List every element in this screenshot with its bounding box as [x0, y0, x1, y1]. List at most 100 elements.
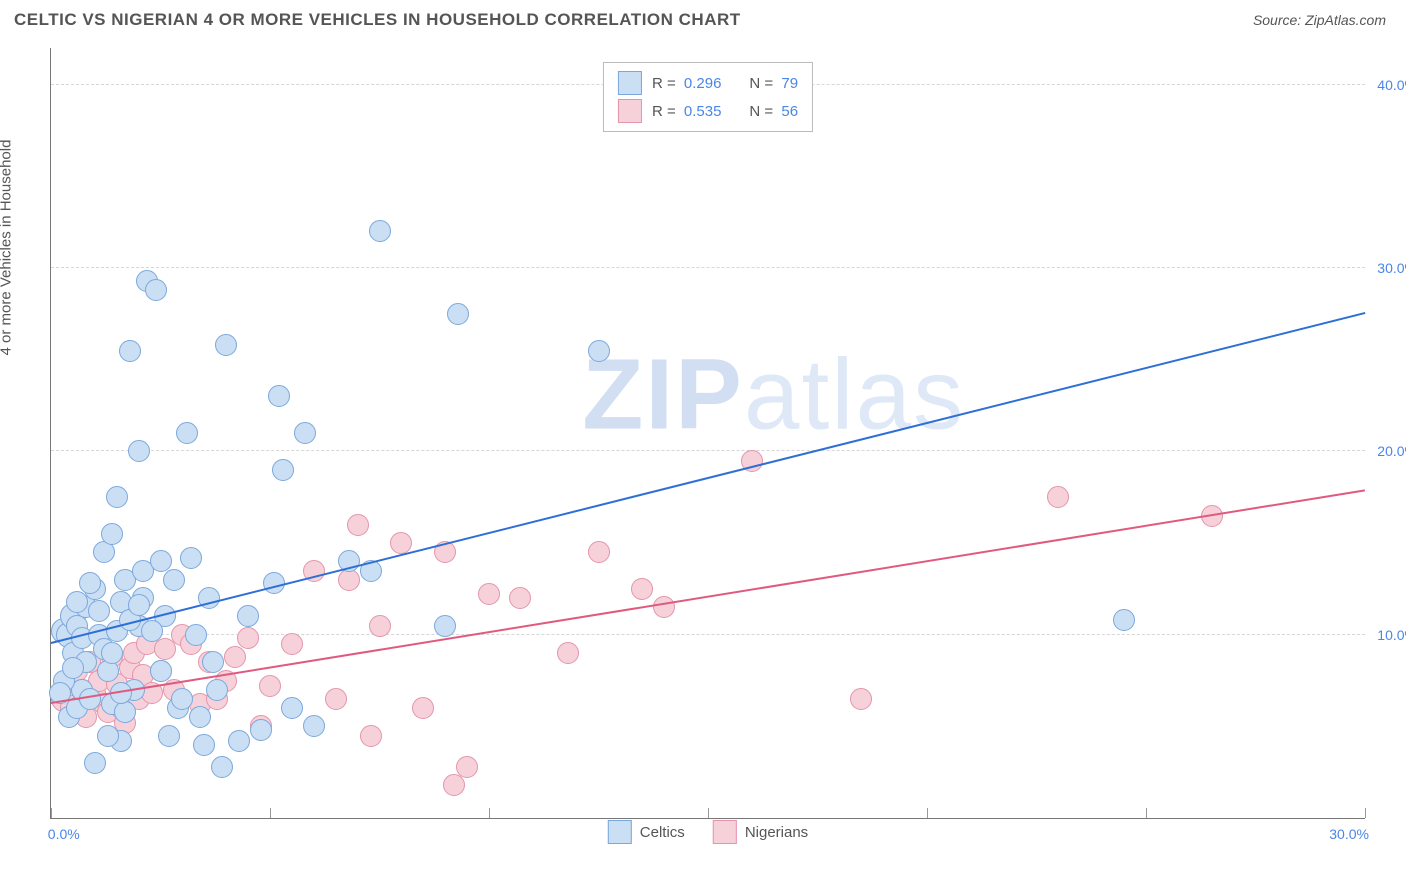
data-point-celtics[interactable] [272, 459, 294, 481]
data-point-celtics[interactable] [145, 279, 167, 301]
data-point-celtics[interactable] [79, 572, 101, 594]
data-point-celtics[interactable] [150, 660, 172, 682]
data-point-nigerians[interactable] [1047, 486, 1069, 508]
legend-row-nigerians: R = 0.535 N = 56 [618, 97, 798, 125]
chart-title: CELTIC VS NIGERIAN 4 OR MORE VEHICLES IN… [14, 10, 741, 30]
data-point-nigerians[interactable] [653, 596, 675, 618]
data-point-celtics[interactable] [101, 642, 123, 664]
data-point-celtics[interactable] [211, 756, 233, 778]
gridline-h [51, 267, 1365, 268]
data-point-nigerians[interactable] [224, 646, 246, 668]
series-legend: Celtics Nigerians [608, 820, 808, 844]
data-point-celtics[interactable] [180, 547, 202, 569]
data-point-nigerians[interactable] [281, 633, 303, 655]
r-label: R = [652, 103, 680, 120]
data-point-nigerians[interactable] [631, 578, 653, 600]
data-point-celtics[interactable] [128, 594, 150, 616]
y-tick-label: 30.0% [1377, 260, 1406, 276]
x-tick [1146, 808, 1147, 818]
legend-label-nigerians: Nigerians [745, 824, 808, 841]
data-point-celtics[interactable] [588, 340, 610, 362]
data-point-celtics[interactable] [176, 422, 198, 444]
data-point-nigerians[interactable] [369, 615, 391, 637]
data-point-nigerians[interactable] [412, 697, 434, 719]
data-point-nigerians[interactable] [325, 688, 347, 710]
data-point-celtics[interactable] [141, 620, 163, 642]
data-point-celtics[interactable] [206, 679, 228, 701]
y-axis-label: 4 or more Vehicles in Household [0, 140, 15, 356]
data-point-celtics[interactable] [158, 725, 180, 747]
data-point-celtics[interactable] [128, 440, 150, 462]
data-point-celtics[interactable] [294, 422, 316, 444]
data-point-celtics[interactable] [447, 303, 469, 325]
data-point-celtics[interactable] [202, 651, 224, 673]
data-point-celtics[interactable] [163, 569, 185, 591]
data-point-celtics[interactable] [171, 688, 193, 710]
data-point-celtics[interactable] [228, 730, 250, 752]
x-tick [489, 808, 490, 818]
data-point-celtics[interactable] [185, 624, 207, 646]
trend-line-celtics [51, 312, 1365, 644]
data-point-nigerians[interactable] [237, 627, 259, 649]
data-point-celtics[interactable] [369, 220, 391, 242]
data-point-nigerians[interactable] [456, 756, 478, 778]
n-value-nigerians: 56 [781, 103, 798, 120]
data-point-nigerians[interactable] [154, 638, 176, 660]
y-tick-label: 10.0% [1377, 627, 1406, 643]
data-point-celtics[interactable] [106, 486, 128, 508]
data-point-celtics[interactable] [119, 340, 141, 362]
r-value-nigerians: 0.535 [684, 103, 722, 120]
legend-item-celtics[interactable]: Celtics [608, 820, 685, 844]
x-tick-label: 0.0% [48, 826, 80, 842]
watermark-light: atlas [744, 338, 965, 450]
x-tick [1365, 808, 1366, 818]
data-point-celtics[interactable] [189, 706, 211, 728]
data-point-celtics[interactable] [97, 725, 119, 747]
data-point-nigerians[interactable] [557, 642, 579, 664]
data-point-nigerians[interactable] [347, 514, 369, 536]
legend-item-nigerians[interactable]: Nigerians [713, 820, 808, 844]
data-point-celtics[interactable] [250, 719, 272, 741]
x-tick [51, 808, 52, 818]
correlation-legend: R = 0.296 N = 79 R = 0.535 N = 56 [603, 62, 813, 132]
trend-line-nigerians [51, 490, 1365, 705]
data-point-celtics[interactable] [97, 660, 119, 682]
y-tick-label: 20.0% [1377, 443, 1406, 459]
x-tick [270, 808, 271, 818]
data-point-nigerians[interactable] [443, 774, 465, 796]
data-point-nigerians[interactable] [390, 532, 412, 554]
watermark: ZIPatlas [582, 337, 965, 452]
data-point-celtics[interactable] [101, 523, 123, 545]
data-point-celtics[interactable] [62, 657, 84, 679]
legend-row-celtics: R = 0.296 N = 79 [618, 69, 798, 97]
source-link[interactable]: ZipAtlas.com [1305, 12, 1386, 28]
data-point-nigerians[interactable] [850, 688, 872, 710]
swatch-celtics [608, 820, 632, 844]
data-point-celtics[interactable] [88, 600, 110, 622]
swatch-nigerians [618, 99, 642, 123]
data-point-celtics[interactable] [237, 605, 259, 627]
x-tick [927, 808, 928, 818]
legend-label-celtics: Celtics [640, 824, 685, 841]
data-point-celtics[interactable] [268, 385, 290, 407]
r-value-celtics: 0.296 [684, 75, 722, 92]
data-point-celtics[interactable] [84, 752, 106, 774]
data-point-nigerians[interactable] [259, 675, 281, 697]
data-point-nigerians[interactable] [588, 541, 610, 563]
plot-area: ZIPatlas R = 0.296 N = 79 R = 0.535 N = … [50, 48, 1365, 819]
n-label: N = [749, 75, 777, 92]
data-point-celtics[interactable] [281, 697, 303, 719]
data-point-nigerians[interactable] [360, 725, 382, 747]
data-point-nigerians[interactable] [478, 583, 500, 605]
data-point-celtics[interactable] [66, 591, 88, 613]
data-point-celtics[interactable] [1113, 609, 1135, 631]
data-point-celtics[interactable] [215, 334, 237, 356]
data-point-celtics[interactable] [434, 615, 456, 637]
r-label: R = [652, 75, 680, 92]
x-tick [708, 808, 709, 818]
data-point-nigerians[interactable] [509, 587, 531, 609]
data-point-celtics[interactable] [303, 715, 325, 737]
gridline-h [51, 450, 1365, 451]
data-point-celtics[interactable] [193, 734, 215, 756]
swatch-nigerians [713, 820, 737, 844]
